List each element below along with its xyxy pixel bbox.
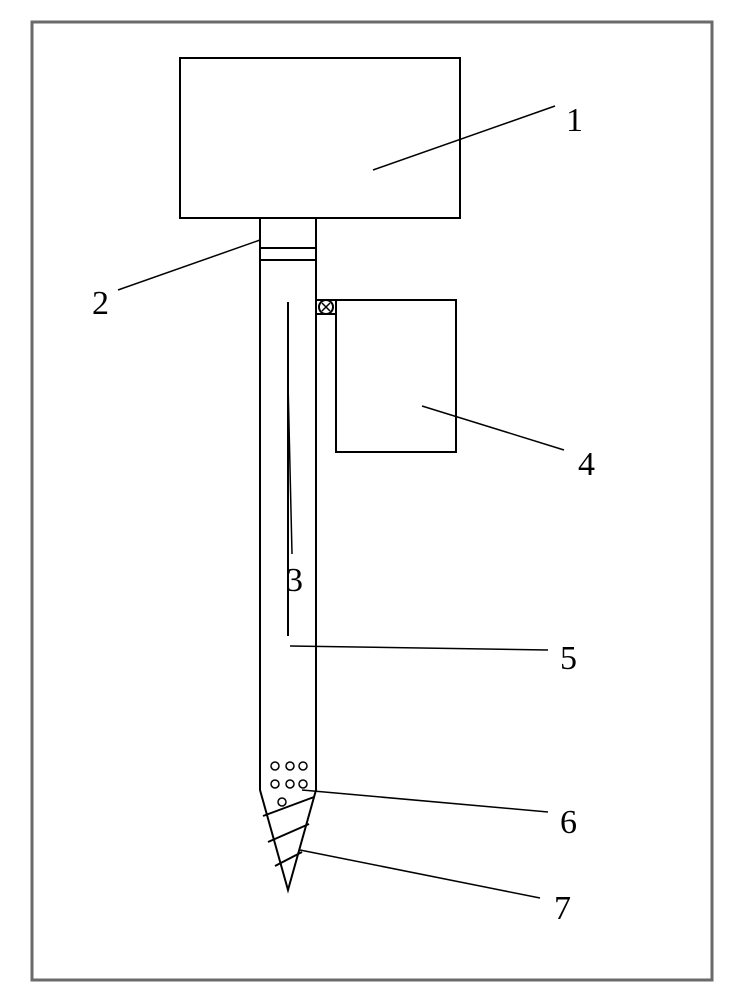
hatch-line — [263, 797, 314, 816]
leader-line-5 — [290, 646, 548, 650]
label-3: 3 — [286, 562, 303, 600]
drain-hole — [271, 762, 279, 770]
leader-line-1 — [373, 106, 555, 170]
drainage-holes — [271, 762, 307, 806]
drain-hole — [299, 762, 307, 770]
leader-line-2 — [118, 240, 260, 290]
drain-hole — [271, 780, 279, 788]
label-2: 2 — [92, 285, 109, 323]
leader-line-6 — [302, 790, 548, 812]
drain-hole — [299, 780, 307, 788]
label-5: 5 — [560, 640, 577, 678]
connector-block — [260, 218, 316, 260]
diagram-canvas — [0, 0, 744, 1000]
leader-lines — [118, 106, 564, 898]
label-1: 1 — [566, 102, 583, 140]
label-6: 6 — [560, 804, 577, 842]
leader-line-7 — [300, 850, 540, 898]
label-7: 7 — [554, 890, 571, 928]
leader-line-4 — [422, 406, 564, 450]
drain-hole — [278, 798, 286, 806]
solar-panel — [180, 58, 460, 218]
side-box — [336, 300, 456, 452]
outer-frame — [32, 22, 712, 980]
drain-hole — [286, 762, 294, 770]
hinge-cross — [322, 303, 330, 311]
label-4: 4 — [578, 446, 595, 484]
drain-hole — [286, 780, 294, 788]
